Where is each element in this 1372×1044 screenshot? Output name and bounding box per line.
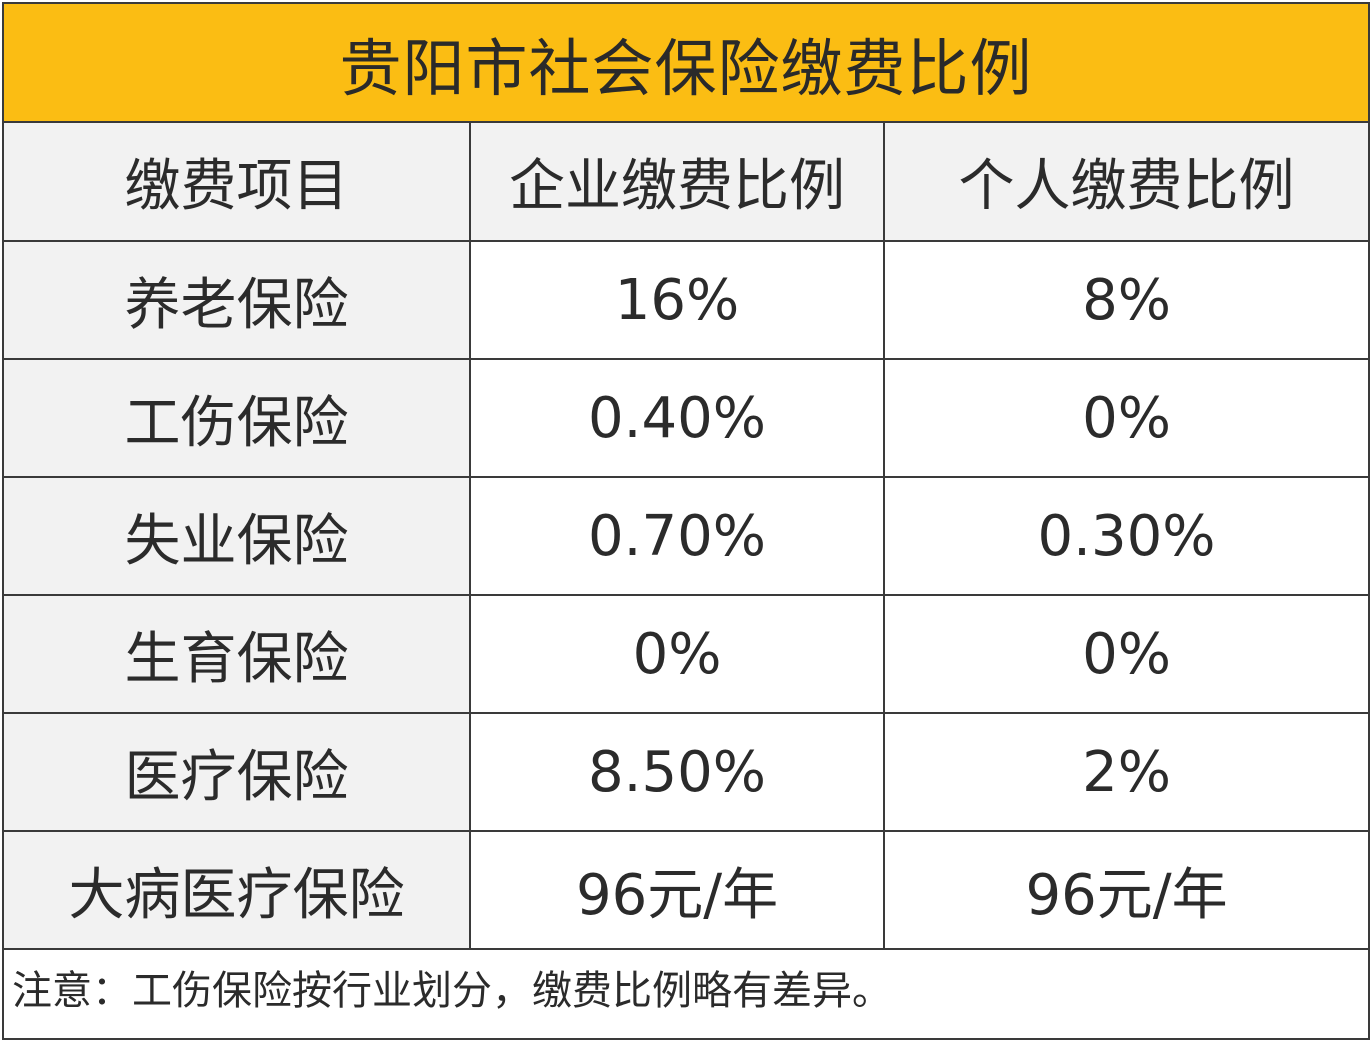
row-item-label: 大病医疗保险	[4, 831, 471, 950]
row-item-label: 工伤保险	[4, 359, 471, 478]
row-personal-rate: 2%	[884, 713, 1368, 832]
footnote: 注意：工伤保险按行业划分，缴费比例略有差异。	[12, 968, 892, 1014]
row-personal-rate: 8%	[884, 241, 1368, 360]
row-company-rate: 8.50%	[470, 713, 885, 832]
row-company-rate: 16%	[470, 241, 885, 360]
header-item: 缴费项目	[4, 123, 471, 242]
rate-table: 缴费项目 企业缴费比例 个人缴费比例 养老保险 16% 8% 工伤保险 0.40…	[4, 123, 1368, 950]
table-header-row: 缴费项目 企业缴费比例 个人缴费比例	[4, 123, 1368, 242]
row-item-label: 医疗保险	[4, 713, 471, 832]
header-personal-rate: 个人缴费比例	[884, 123, 1368, 242]
table-row: 失业保险 0.70% 0.30%	[4, 477, 1368, 596]
row-item-label: 失业保险	[4, 477, 471, 596]
row-company-rate: 0%	[470, 595, 885, 714]
row-company-rate: 0.70%	[470, 477, 885, 596]
table-row: 医疗保险 8.50% 2%	[4, 713, 1368, 832]
row-personal-rate: 0.30%	[884, 477, 1368, 596]
row-item-label: 生育保险	[4, 595, 471, 714]
row-company-rate: 96元/年	[470, 831, 885, 950]
table-row: 大病医疗保险 96元/年 96元/年	[4, 831, 1368, 950]
table-row: 生育保险 0% 0%	[4, 595, 1368, 714]
table-row: 养老保险 16% 8%	[4, 241, 1368, 360]
sheet-title: 贵阳市社会保险缴费比例	[4, 4, 1368, 123]
row-company-rate: 0.40%	[470, 359, 885, 478]
row-personal-rate: 0%	[884, 359, 1368, 478]
row-item-label: 养老保险	[4, 241, 471, 360]
header-company-rate: 企业缴费比例	[470, 123, 885, 242]
table-row: 工伤保险 0.40% 0%	[4, 359, 1368, 478]
row-personal-rate: 0%	[884, 595, 1368, 714]
row-personal-rate: 96元/年	[884, 831, 1368, 950]
